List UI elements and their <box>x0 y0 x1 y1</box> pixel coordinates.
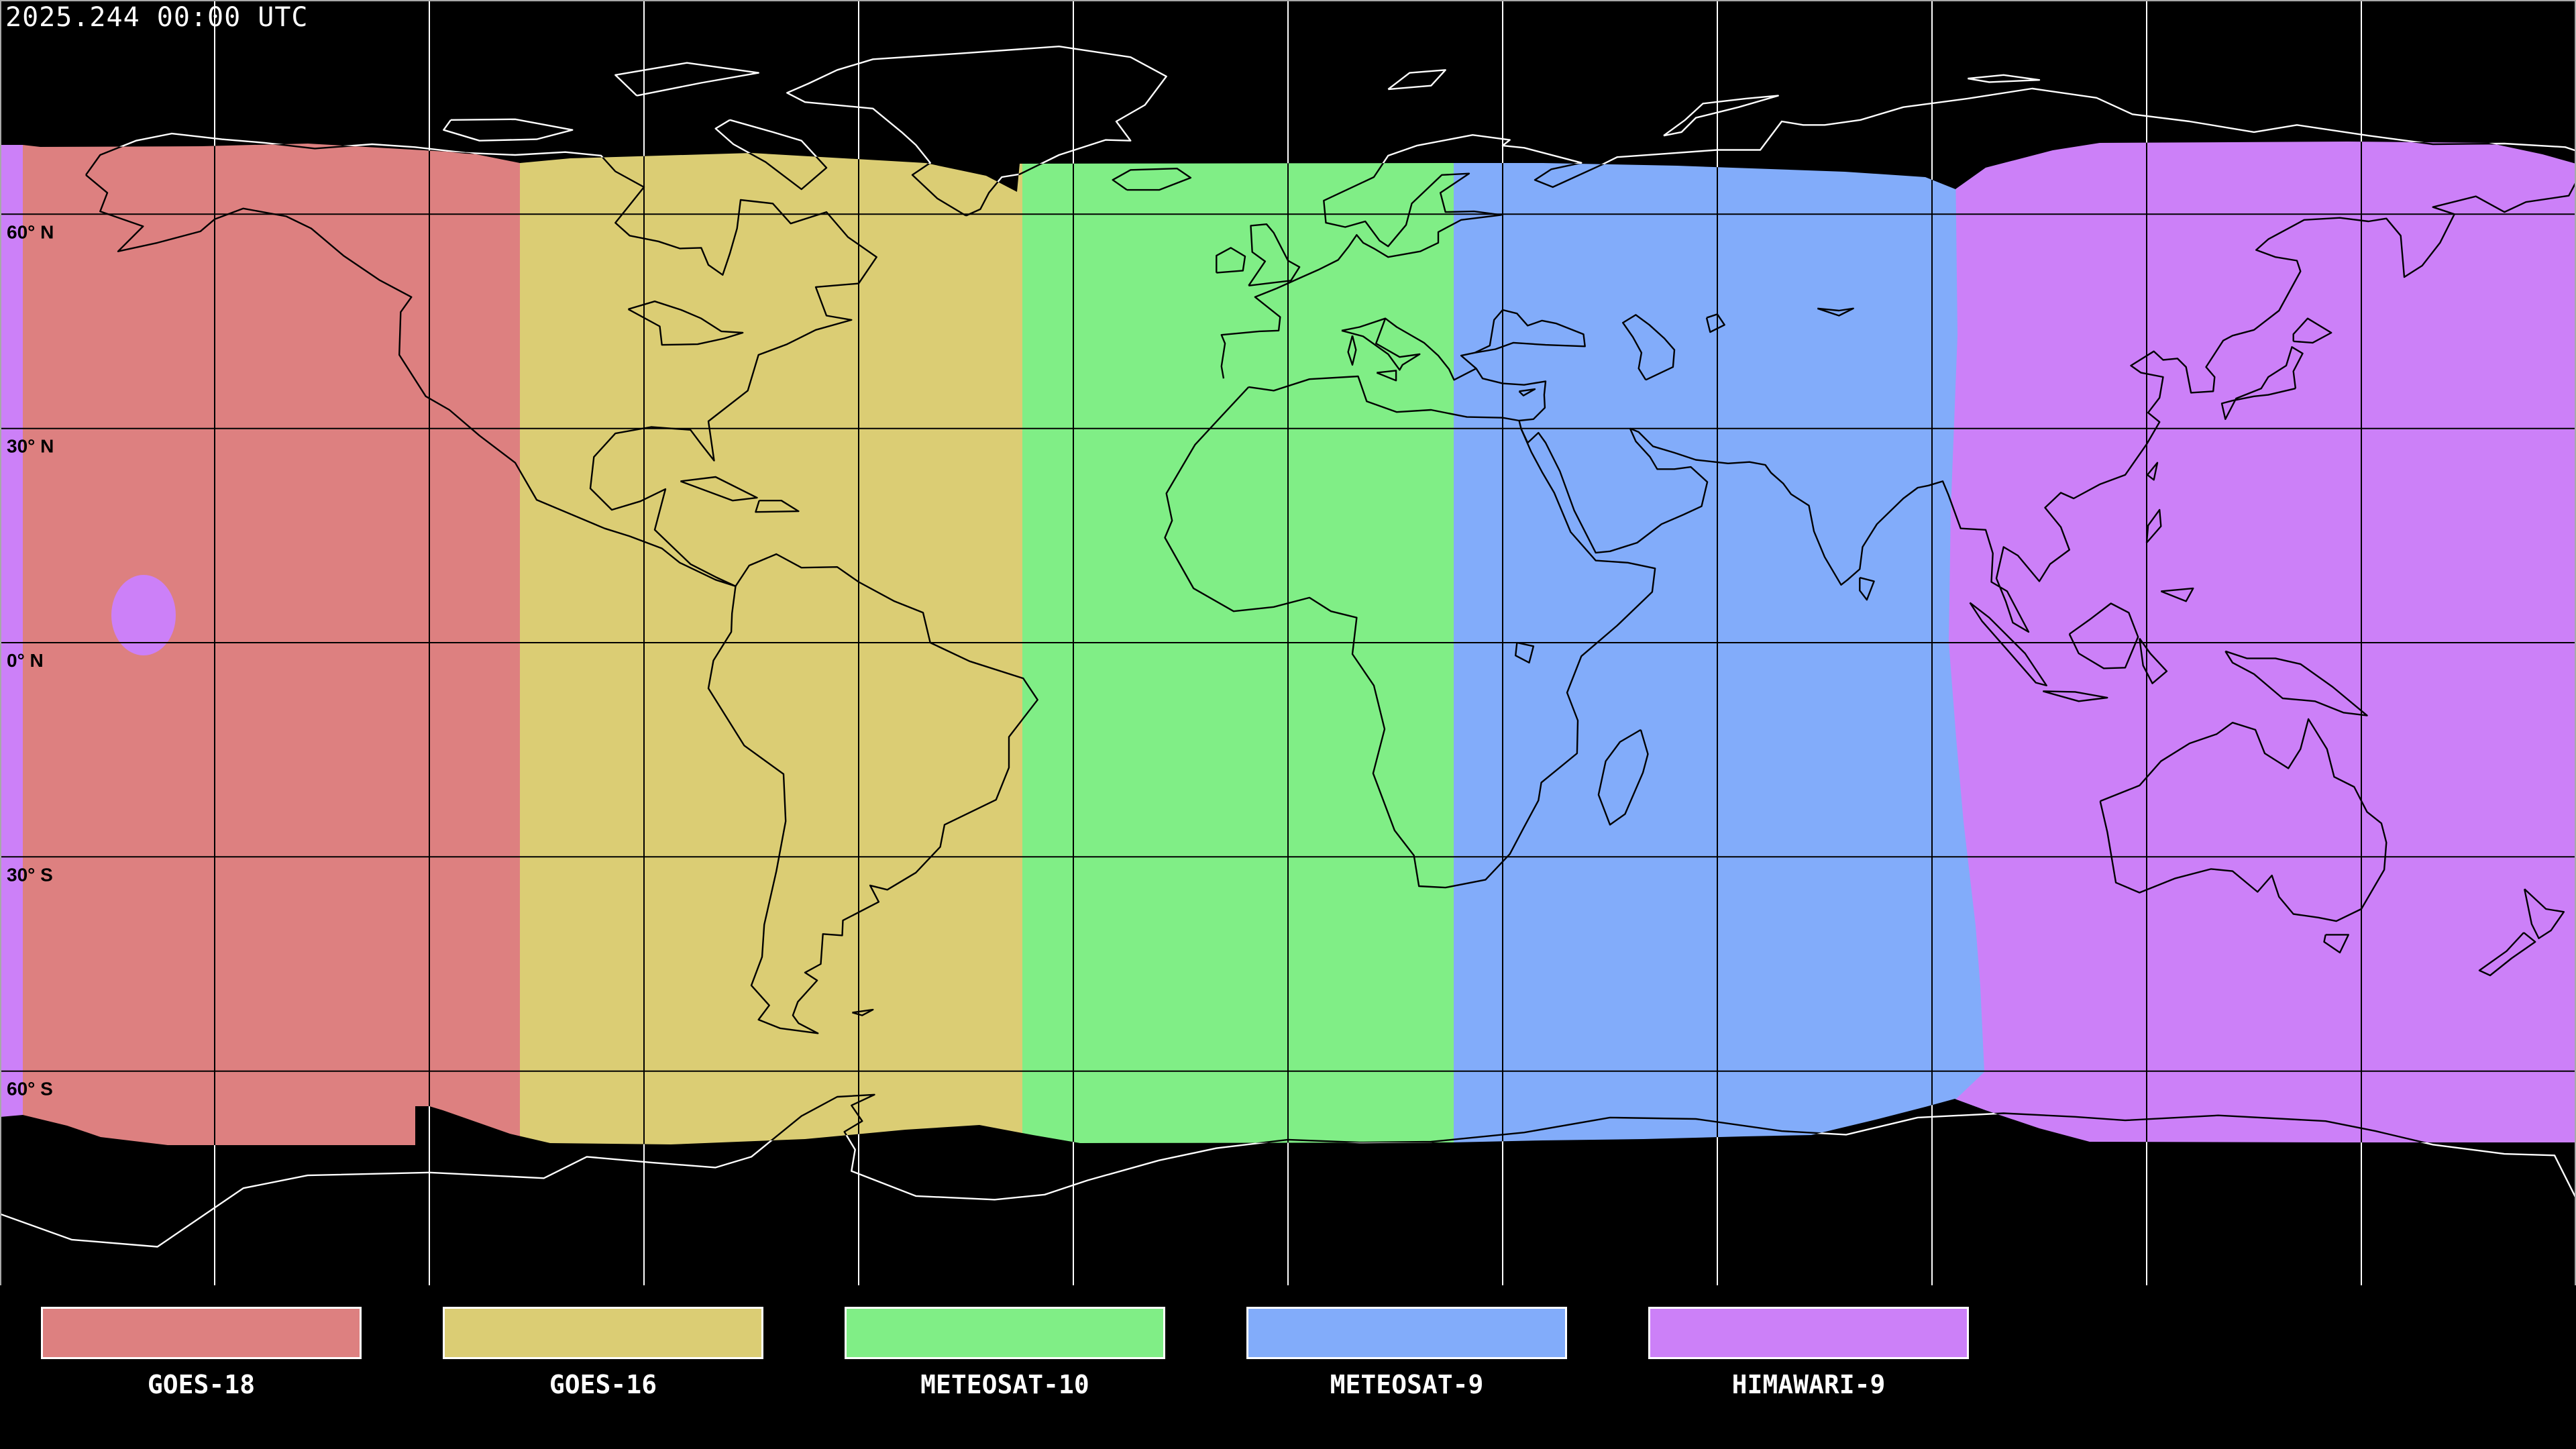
legend-label: GOES-16 <box>549 1370 657 1399</box>
legend-swatch-goes-16 <box>443 1307 763 1359</box>
legend-label: HIMAWARI-9 <box>1731 1370 1886 1399</box>
coastlines-on-coverage <box>0 142 2576 1145</box>
legend-item-goes-16: GOES-16 <box>443 1285 763 1449</box>
legend-label: GOES-18 <box>147 1370 256 1399</box>
latitude-label: 30° N <box>7 436 54 457</box>
legend-swatch-meteosat-9 <box>1246 1307 1567 1359</box>
latitude-label: 60° S <box>7 1079 53 1099</box>
timestamp: 2025.244 00:00 UTC <box>5 2 309 33</box>
legend-item-meteosat-9: METEOSAT-9 <box>1246 1285 1567 1449</box>
legend-item-meteosat-10: METEOSAT-10 <box>845 1285 1165 1449</box>
legend-label: METEOSAT-9 <box>1330 1370 1484 1399</box>
legend-swatch-himawari-9 <box>1648 1307 1969 1359</box>
legend-item-himawari-9: HIMAWARI-9 <box>1648 1285 1969 1449</box>
legend-swatch-meteosat-10 <box>845 1307 1165 1359</box>
legend: GOES-18 GOES-16 METEOSAT-10 METEOSAT-9 H… <box>0 1285 2576 1449</box>
latitude-label: 0° N <box>7 650 44 671</box>
latitude-label: 30° S <box>7 864 53 885</box>
coverage-bands <box>0 0 2576 1285</box>
legend-item-goes-18: GOES-18 <box>41 1285 362 1449</box>
coverage-map-svg: 60° N 30° N 0° N 30° S 60° S <box>0 0 2576 1285</box>
map-frame <box>0 0 2576 1285</box>
latitude-label: 60° N <box>7 221 54 242</box>
himawari-coverage-patch <box>111 575 176 655</box>
legend-label: METEOSAT-10 <box>920 1370 1089 1399</box>
world-coverage-map: 60° N 30° N 0° N 30° S 60° S <box>0 0 2576 1285</box>
legend-swatch-goes-18 <box>41 1307 362 1359</box>
gridlines-on-coverage <box>0 0 2576 1285</box>
